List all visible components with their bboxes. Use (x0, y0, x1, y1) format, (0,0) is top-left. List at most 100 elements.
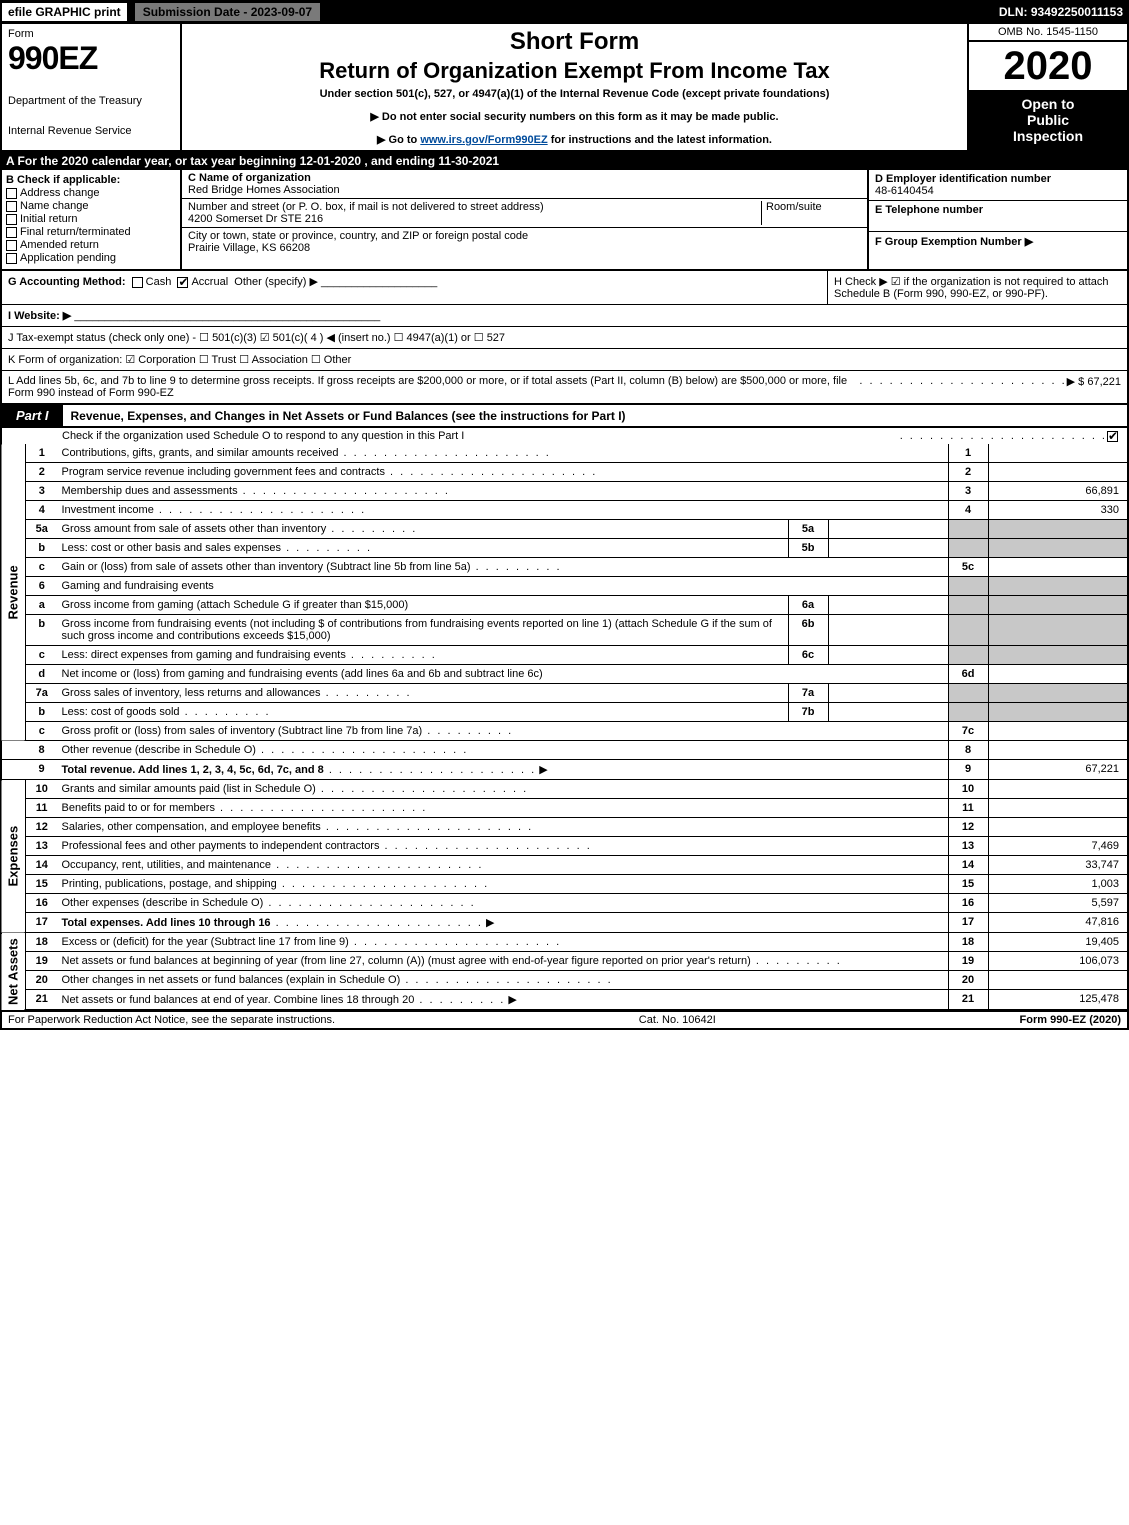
col-d: D Employer identification number 48-6140… (867, 170, 1127, 269)
entity-block: B Check if applicable: Address change Na… (0, 170, 1129, 271)
row-19: 19Net assets or fund balances at beginni… (1, 952, 1128, 971)
revenue-vlabel: Revenue (1, 444, 26, 741)
row-7c: cGross profit or (loss) from sales of in… (1, 722, 1128, 741)
row-2: 2Program service revenue including gover… (1, 463, 1128, 482)
row-4: 4Investment income4330 (1, 501, 1128, 520)
row-10: Expenses 10Grants and similar amounts pa… (1, 780, 1128, 799)
expenses-table: Expenses 10Grants and similar amounts pa… (0, 780, 1129, 933)
org-city-row: City or town, state or province, country… (182, 228, 867, 256)
ein-value: 48-6140454 (875, 185, 1121, 197)
org-addr-row: Number and street (or P. O. box, if mail… (182, 199, 867, 228)
row-3: 3Membership dues and assessments366,891 (1, 482, 1128, 501)
org-name-row: C Name of organization Red Bridge Homes … (182, 170, 867, 199)
room-suite-label: Room/suite (761, 201, 861, 225)
org-city: Prairie Village, KS 66208 (188, 242, 310, 254)
dept-treasury: Department of the Treasury (8, 95, 174, 107)
org-address: 4200 Somerset Dr STE 216 (188, 213, 323, 225)
header-right: OMB No. 1545-1150 2020 Open to Public In… (967, 24, 1127, 150)
group-exemption-row: F Group Exemption Number ▶ (869, 232, 1127, 251)
gh-row: G Accounting Method: Cash Accrual Other … (0, 271, 1129, 305)
expenses-vlabel: Expenses (1, 780, 26, 933)
form-subtitle: Under section 501(c), 527, or 4947(a)(1)… (190, 88, 959, 100)
row-6b: bGross income from fundraising events (n… (1, 615, 1128, 646)
chk-application-pending[interactable]: Application pending (6, 252, 176, 264)
line-a-tax-year: A For the 2020 calendar year, or tax yea… (0, 152, 1129, 170)
chk-accrual[interactable] (177, 277, 188, 288)
row-11: 11Benefits paid to or for members11 (1, 799, 1128, 818)
ein-row: D Employer identification number 48-6140… (869, 170, 1127, 201)
row-9: 9Total revenue. Add lines 1, 2, 3, 4, 5c… (1, 760, 1128, 780)
goto-pre: ▶ Go to (377, 134, 420, 146)
col-c: C Name of organization Red Bridge Homes … (182, 170, 867, 269)
chk-amended-return[interactable]: Amended return (6, 239, 176, 251)
part1-tag: Part I (2, 405, 63, 426)
part1-header: Part I Revenue, Expenses, and Changes in… (0, 404, 1129, 428)
row-15: 15Printing, publications, postage, and s… (1, 875, 1128, 894)
row-18: Net Assets 18Excess or (deficit) for the… (1, 933, 1128, 952)
dept-irs: Internal Revenue Service (8, 125, 174, 137)
row-1: Revenue 1Contributions, gifts, grants, a… (1, 444, 1128, 463)
row-14: 14Occupancy, rent, utilities, and mainte… (1, 856, 1128, 875)
net-assets-table: Net Assets 18Excess or (deficit) for the… (0, 933, 1129, 1011)
ssn-warning: ▶ Do not enter social security numbers o… (190, 110, 959, 123)
form-header: Form 990EZ Department of the Treasury In… (0, 24, 1129, 152)
gross-receipts-row: L Add lines 5b, 6c, and 7b to line 9 to … (0, 371, 1129, 404)
omb-number: OMB No. 1545-1150 (969, 24, 1127, 42)
form-of-organization: K Form of organization: ☑ Corporation ☐ … (0, 349, 1129, 371)
part1-title: Revenue, Expenses, and Changes in Net As… (63, 409, 1127, 423)
row-21: 21Net assets or fund balances at end of … (1, 990, 1128, 1011)
revenue-table: Revenue 1Contributions, gifts, grants, a… (0, 444, 1129, 780)
irs-link[interactable]: www.irs.gov/Form990EZ (420, 134, 547, 146)
row-5a: 5aGross amount from sale of assets other… (1, 520, 1128, 539)
col-b: B Check if applicable: Address change Na… (2, 170, 182, 269)
row-12: 12Salaries, other compensation, and empl… (1, 818, 1128, 837)
row-16: 16Other expenses (describe in Schedule O… (1, 894, 1128, 913)
form-title: Return of Organization Exempt From Incom… (190, 58, 959, 84)
chk-name-change[interactable]: Name change (6, 200, 176, 212)
row-20: 20Other changes in net assets or fund ba… (1, 971, 1128, 990)
row-5c: cGain or (loss) from sale of assets othe… (1, 558, 1128, 577)
website-row: I Website: ▶ ___________________________… (0, 305, 1129, 327)
row-7a: 7aGross sales of inventory, less returns… (1, 684, 1128, 703)
row-6d: dNet income or (loss) from gaming and fu… (1, 665, 1128, 684)
row-17: 17Total expenses. Add lines 10 through 1… (1, 913, 1128, 933)
form-word: Form (8, 28, 174, 40)
h-schedule-b: H Check ▶ ☑ if the organization is not r… (827, 271, 1127, 304)
row-6: 6Gaming and fundraising events (1, 577, 1128, 596)
row-7b: bLess: cost of goods sold7b (1, 703, 1128, 722)
chk-schedule-o[interactable] (1107, 431, 1118, 442)
tax-year: 2020 (969, 42, 1127, 90)
tax-exempt-status: J Tax-exempt status (check only one) - ☐… (0, 327, 1129, 349)
header-center: Short Form Return of Organization Exempt… (182, 24, 967, 150)
top-bar: efile GRAPHIC print Submission Date - 20… (0, 0, 1129, 24)
chk-cash[interactable] (132, 277, 143, 288)
netassets-vlabel: Net Assets (1, 933, 26, 1010)
short-form-title: Short Form (190, 28, 959, 56)
telephone-row: E Telephone number (869, 201, 1127, 232)
row-8: 8Other revenue (describe in Schedule O)8 (1, 741, 1128, 760)
org-name: Red Bridge Homes Association (188, 184, 340, 196)
chk-final-return[interactable]: Final return/terminated (6, 226, 176, 238)
efile-label: efile GRAPHIC print (0, 1, 129, 23)
form-number: 990EZ (8, 40, 174, 77)
footer-left: For Paperwork Reduction Act Notice, see … (8, 1014, 335, 1026)
dln: DLN: 93492250011153 (999, 5, 1129, 19)
goto-line: ▶ Go to www.irs.gov/Form990EZ for instru… (190, 133, 959, 146)
submission-date: Submission Date - 2023-09-07 (133, 1, 322, 23)
open-to-public: Open to Public Inspection (969, 90, 1127, 150)
col-b-header: B Check if applicable: (6, 174, 176, 186)
footer-formref: Form 990-EZ (2020) (1020, 1014, 1121, 1026)
accounting-method: G Accounting Method: Cash Accrual Other … (2, 271, 827, 304)
chk-initial-return[interactable]: Initial return (6, 213, 176, 225)
row-5b: bLess: cost or other basis and sales exp… (1, 539, 1128, 558)
gross-receipts-amt: ▶ $ 67,221 (1067, 375, 1121, 399)
header-left: Form 990EZ Department of the Treasury In… (2, 24, 182, 150)
row-6c: cLess: direct expenses from gaming and f… (1, 646, 1128, 665)
part1-sub: Check if the organization used Schedule … (0, 428, 1129, 444)
row-6a: aGross income from gaming (attach Schedu… (1, 596, 1128, 615)
row-13: 13Professional fees and other payments t… (1, 837, 1128, 856)
goto-post: for instructions and the latest informat… (551, 134, 772, 146)
footer-catno: Cat. No. 10642I (335, 1014, 1019, 1026)
page-footer: For Paperwork Reduction Act Notice, see … (0, 1011, 1129, 1030)
chk-address-change[interactable]: Address change (6, 187, 176, 199)
